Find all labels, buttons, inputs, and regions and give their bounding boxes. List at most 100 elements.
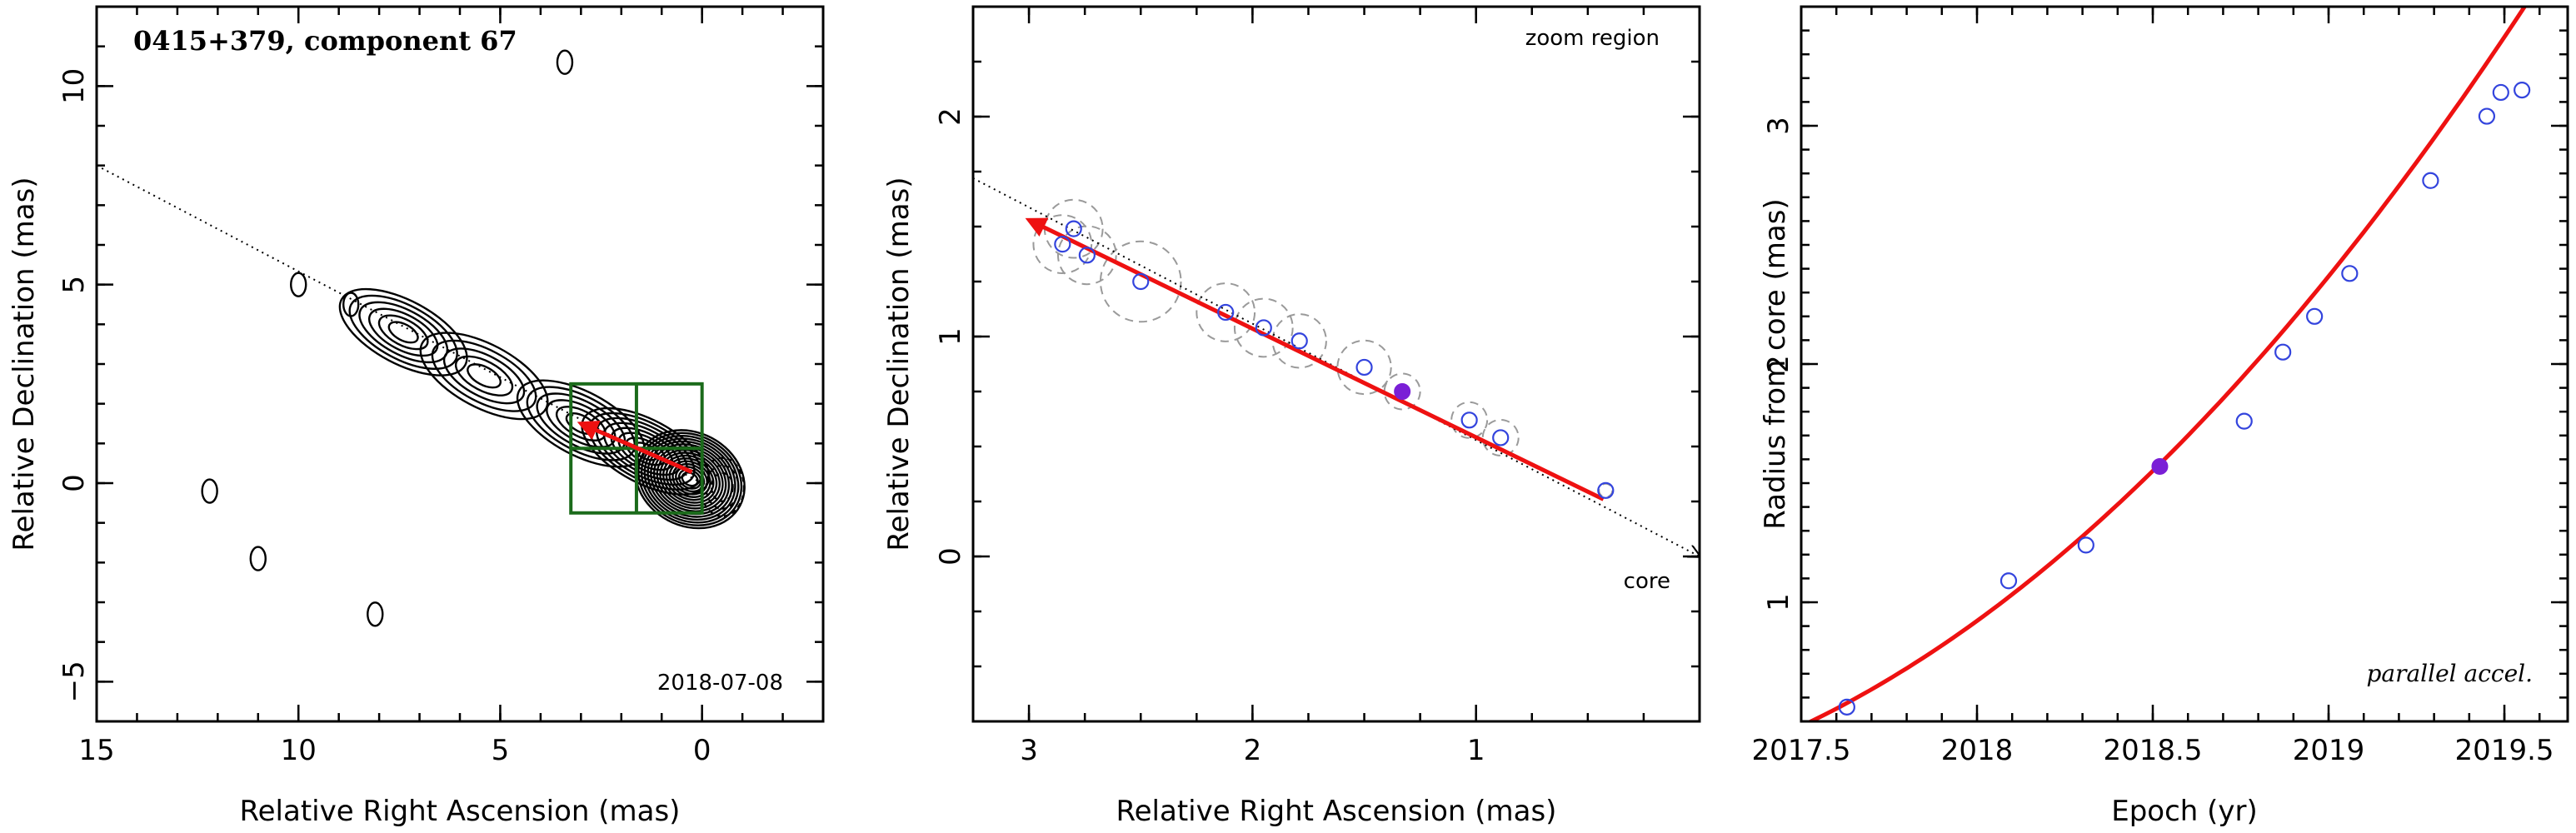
- map-xtick-label: 0: [693, 734, 711, 767]
- zoom-xtick-label: 1: [1467, 734, 1485, 767]
- zoom-panel: 3 2 1 0 1 2 zoom region core Relative Right A…: [882, 5, 1701, 828]
- negative-contour: [710, 471, 734, 502]
- radius-xtick-label: 2019.5: [2455, 734, 2554, 767]
- error-circle: [1043, 198, 1104, 259]
- radius-ytick-label: 1: [1762, 593, 1795, 611]
- map-panel: 15 10 5 0 −5 0 5 10 0415+379, component 67 2018…: [7, 5, 825, 828]
- contour-ring: [338, 287, 468, 377]
- error-circle: [1233, 297, 1294, 358]
- radius-ytick-label: 2: [1762, 355, 1795, 373]
- map-xtick-label: 10: [281, 734, 317, 767]
- position-point: [1290, 332, 1308, 350]
- reference-radius-point: [2151, 457, 2169, 475]
- acceleration-fit-curve: [1806, 7, 2528, 721]
- radius-point: [2235, 412, 2253, 430]
- radius-point: [2077, 536, 2094, 554]
- contour-ring: [640, 434, 740, 524]
- position-point: [1054, 236, 1071, 253]
- contour-ring: [677, 468, 702, 490]
- position-point: [1078, 247, 1096, 264]
- motion-vector: [577, 421, 693, 474]
- zoom-ytick-label: 2: [934, 107, 967, 126]
- map-xtick-label: 15: [78, 734, 114, 767]
- map-ytick-label: 0: [57, 474, 91, 492]
- position-point: [1597, 481, 1615, 499]
- isolated-contour: [342, 292, 360, 317]
- radius-xtick-label: 2018: [1941, 734, 2014, 767]
- contour-ring: [516, 379, 646, 468]
- position-point: [1132, 272, 1150, 291]
- contour-ring: [526, 386, 637, 461]
- isolated-contour: [556, 49, 574, 75]
- position-point: [1460, 412, 1478, 429]
- radius-ytick-label: 3: [1762, 117, 1795, 135]
- position-point: [1255, 319, 1272, 337]
- contour-ring: [546, 399, 617, 448]
- parallel-accel-label: parallel accel.: [2366, 660, 2533, 687]
- zoom-frame: [971, 5, 1701, 723]
- map-ytick-label: 10: [57, 68, 91, 104]
- map-ytick-label: 5: [57, 276, 91, 294]
- radius-xtick-label: 2017.5: [1752, 734, 1851, 767]
- contour-ring: [652, 446, 727, 512]
- radius-point: [2274, 343, 2292, 361]
- error-circle: [1271, 313, 1327, 369]
- negative-contour: [699, 456, 745, 517]
- negative-contour: [705, 464, 740, 510]
- zoom-region-label: zoom region: [1525, 26, 1660, 51]
- core-label: core: [1624, 569, 1670, 594]
- contour-ring: [668, 460, 711, 498]
- contour-ring: [431, 339, 537, 412]
- error-circle: [1196, 282, 1256, 342]
- error-circle: [1336, 339, 1392, 396]
- contour-ring: [634, 429, 746, 530]
- radius-point: [2422, 172, 2439, 189]
- zoom-xtick-label: 2: [1244, 734, 1262, 767]
- radius-y-axis-label: Radius from core (mas): [1759, 198, 1792, 529]
- radius-panel: 2017.5 2018 2018.5 2019 2019.5 1 2 3 parallel a…: [1752, 5, 2569, 828]
- contour-ring: [442, 347, 526, 405]
- error-circle: [1099, 240, 1182, 323]
- contour-ring: [419, 332, 549, 421]
- radius-point: [2341, 265, 2359, 282]
- radius-point: [1838, 698, 1855, 716]
- map-title: 0415+379, component 67: [133, 25, 517, 57]
- position-point: [1217, 303, 1235, 322]
- reference-position-point: [1394, 383, 1411, 400]
- radius-xtick-label: 2019: [2293, 734, 2365, 767]
- map-x-axis-label: Relative Right Ascension (mas): [240, 795, 681, 828]
- radius-xtick-label: 2018.5: [2104, 734, 2203, 767]
- zoom-y-axis-label: Relative Declination (mas): [882, 177, 916, 551]
- map-y-axis-label: Relative Declination (mas): [7, 177, 41, 551]
- map-frame: [95, 5, 825, 723]
- contour-ring: [637, 431, 743, 526]
- radius-point: [2492, 83, 2509, 102]
- contour-ring: [368, 307, 439, 357]
- error-circle: [1032, 214, 1093, 274]
- radius-point: [2306, 307, 2324, 325]
- radius-point: [2514, 81, 2531, 99]
- radius-x-axis-label: Epoch (yr): [2111, 795, 2258, 828]
- error-circle: [1383, 372, 1421, 411]
- position-point: [1492, 429, 1510, 446]
- contour-ring: [387, 321, 419, 344]
- isolated-contour: [290, 272, 307, 297]
- fit-vector: [1025, 217, 1605, 501]
- contour-ring: [681, 471, 699, 487]
- zoom-ytick-label: 0: [934, 547, 967, 566]
- zoom-ytick-label: 1: [934, 327, 967, 346]
- error-circle: [1481, 418, 1520, 456]
- radius-point: [2478, 107, 2496, 125]
- contour-ring: [467, 363, 502, 389]
- isolated-contour: [249, 546, 267, 571]
- error-circle: [1450, 401, 1489, 439]
- zoom-x-axis-label: Relative Right Ascension (mas): [1116, 795, 1557, 828]
- error-circle: [1056, 225, 1117, 286]
- contour-ring: [377, 314, 429, 351]
- contour-ring: [348, 294, 458, 370]
- zoom-xtick-label: 3: [1020, 734, 1038, 767]
- contour-ring: [454, 355, 514, 397]
- map-xtick-label: 5: [492, 734, 510, 767]
- radius-point: [1999, 572, 2018, 590]
